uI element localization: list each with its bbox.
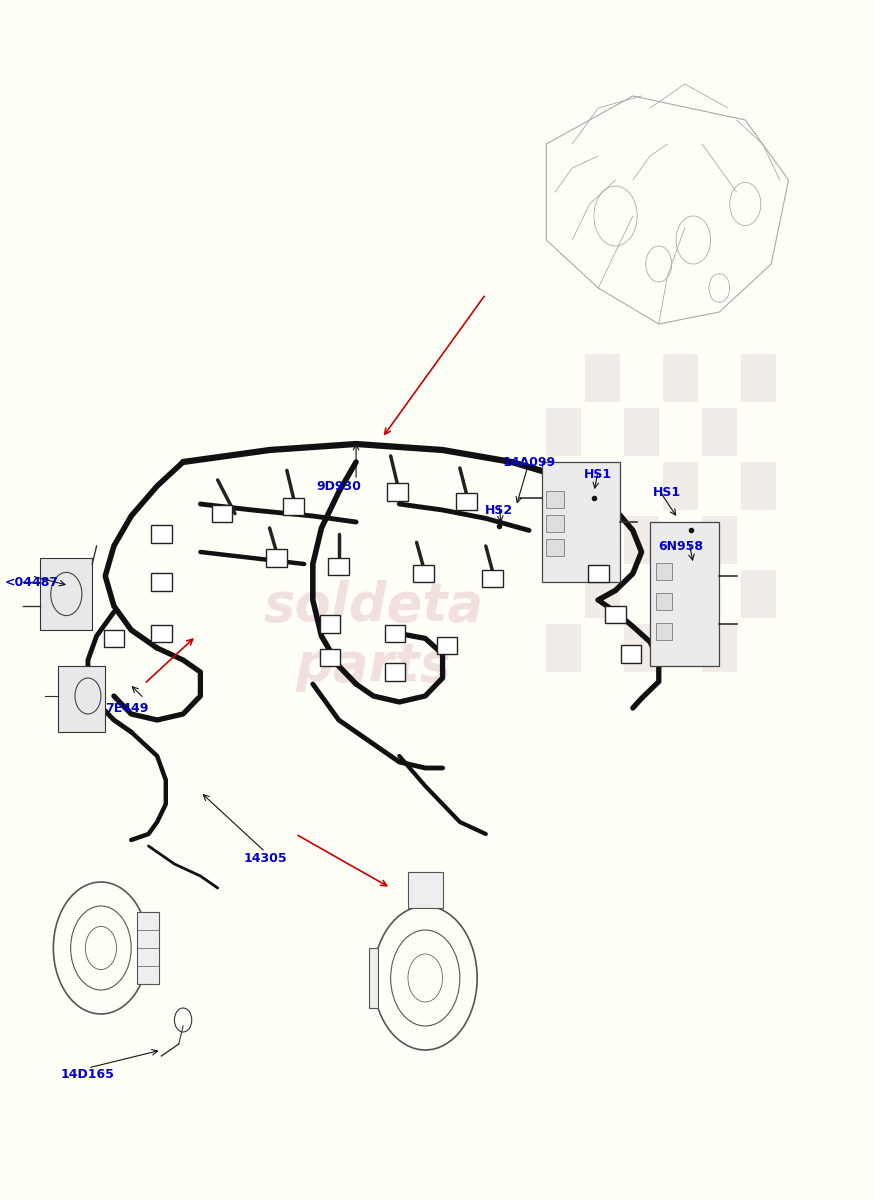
Bar: [585, 354, 619, 402]
Text: soldeta
parts: soldeta parts: [263, 580, 483, 692]
Bar: [385, 625, 405, 642]
Bar: [741, 516, 775, 564]
Bar: [437, 637, 458, 654]
Bar: [482, 570, 503, 587]
Text: HS2: HS2: [485, 504, 513, 516]
Bar: [546, 570, 581, 618]
Bar: [137, 912, 159, 984]
Bar: [385, 664, 405, 680]
Bar: [546, 515, 564, 532]
Bar: [40, 558, 92, 630]
Bar: [388, 484, 408, 500]
Bar: [542, 462, 620, 582]
Bar: [624, 462, 659, 510]
Bar: [702, 462, 737, 510]
Bar: [624, 624, 659, 672]
Bar: [702, 624, 737, 672]
Text: HS1: HS1: [584, 468, 612, 480]
Bar: [546, 624, 581, 672]
Bar: [546, 491, 564, 508]
Bar: [741, 462, 775, 510]
Bar: [620, 646, 641, 662]
Bar: [624, 354, 659, 402]
Bar: [546, 539, 564, 556]
Bar: [588, 565, 609, 582]
Bar: [663, 408, 697, 456]
Bar: [702, 516, 737, 564]
Bar: [656, 623, 672, 640]
Bar: [212, 505, 233, 522]
Bar: [546, 354, 581, 402]
Bar: [663, 462, 697, 510]
Bar: [741, 624, 775, 672]
Bar: [151, 526, 172, 542]
Bar: [741, 570, 775, 618]
Bar: [606, 606, 626, 623]
Bar: [656, 563, 672, 580]
Bar: [319, 616, 340, 632]
Text: 14A099: 14A099: [502, 456, 556, 468]
Bar: [546, 462, 581, 510]
Bar: [656, 593, 672, 610]
Bar: [702, 570, 737, 618]
Bar: [408, 872, 443, 908]
Bar: [663, 570, 697, 618]
Text: 6N958: 6N958: [658, 540, 703, 552]
Bar: [663, 354, 697, 402]
Text: <04487: <04487: [4, 576, 59, 588]
Bar: [319, 649, 340, 666]
Bar: [151, 625, 172, 642]
Bar: [741, 354, 775, 402]
Bar: [585, 462, 619, 510]
Text: 14D165: 14D165: [61, 1068, 115, 1080]
Text: HS1: HS1: [654, 486, 682, 498]
Text: 7E449: 7E449: [105, 702, 149, 714]
Bar: [624, 570, 659, 618]
Bar: [663, 624, 697, 672]
Bar: [369, 948, 378, 1008]
Bar: [284, 498, 304, 515]
Bar: [585, 408, 619, 456]
Bar: [585, 624, 619, 672]
Bar: [624, 516, 659, 564]
Bar: [413, 565, 434, 582]
Bar: [741, 408, 775, 456]
Bar: [58, 666, 105, 732]
Bar: [151, 574, 172, 590]
Bar: [328, 558, 349, 575]
Bar: [585, 516, 619, 564]
Text: 9D930: 9D930: [317, 480, 361, 492]
Bar: [266, 550, 287, 566]
Bar: [546, 516, 581, 564]
Bar: [702, 408, 737, 456]
Text: 14305: 14305: [243, 852, 287, 864]
Bar: [546, 408, 581, 456]
Bar: [663, 516, 697, 564]
Bar: [650, 522, 719, 666]
Bar: [702, 354, 737, 402]
Bar: [585, 570, 619, 618]
Bar: [624, 408, 659, 456]
Bar: [103, 630, 124, 647]
Bar: [457, 493, 477, 510]
